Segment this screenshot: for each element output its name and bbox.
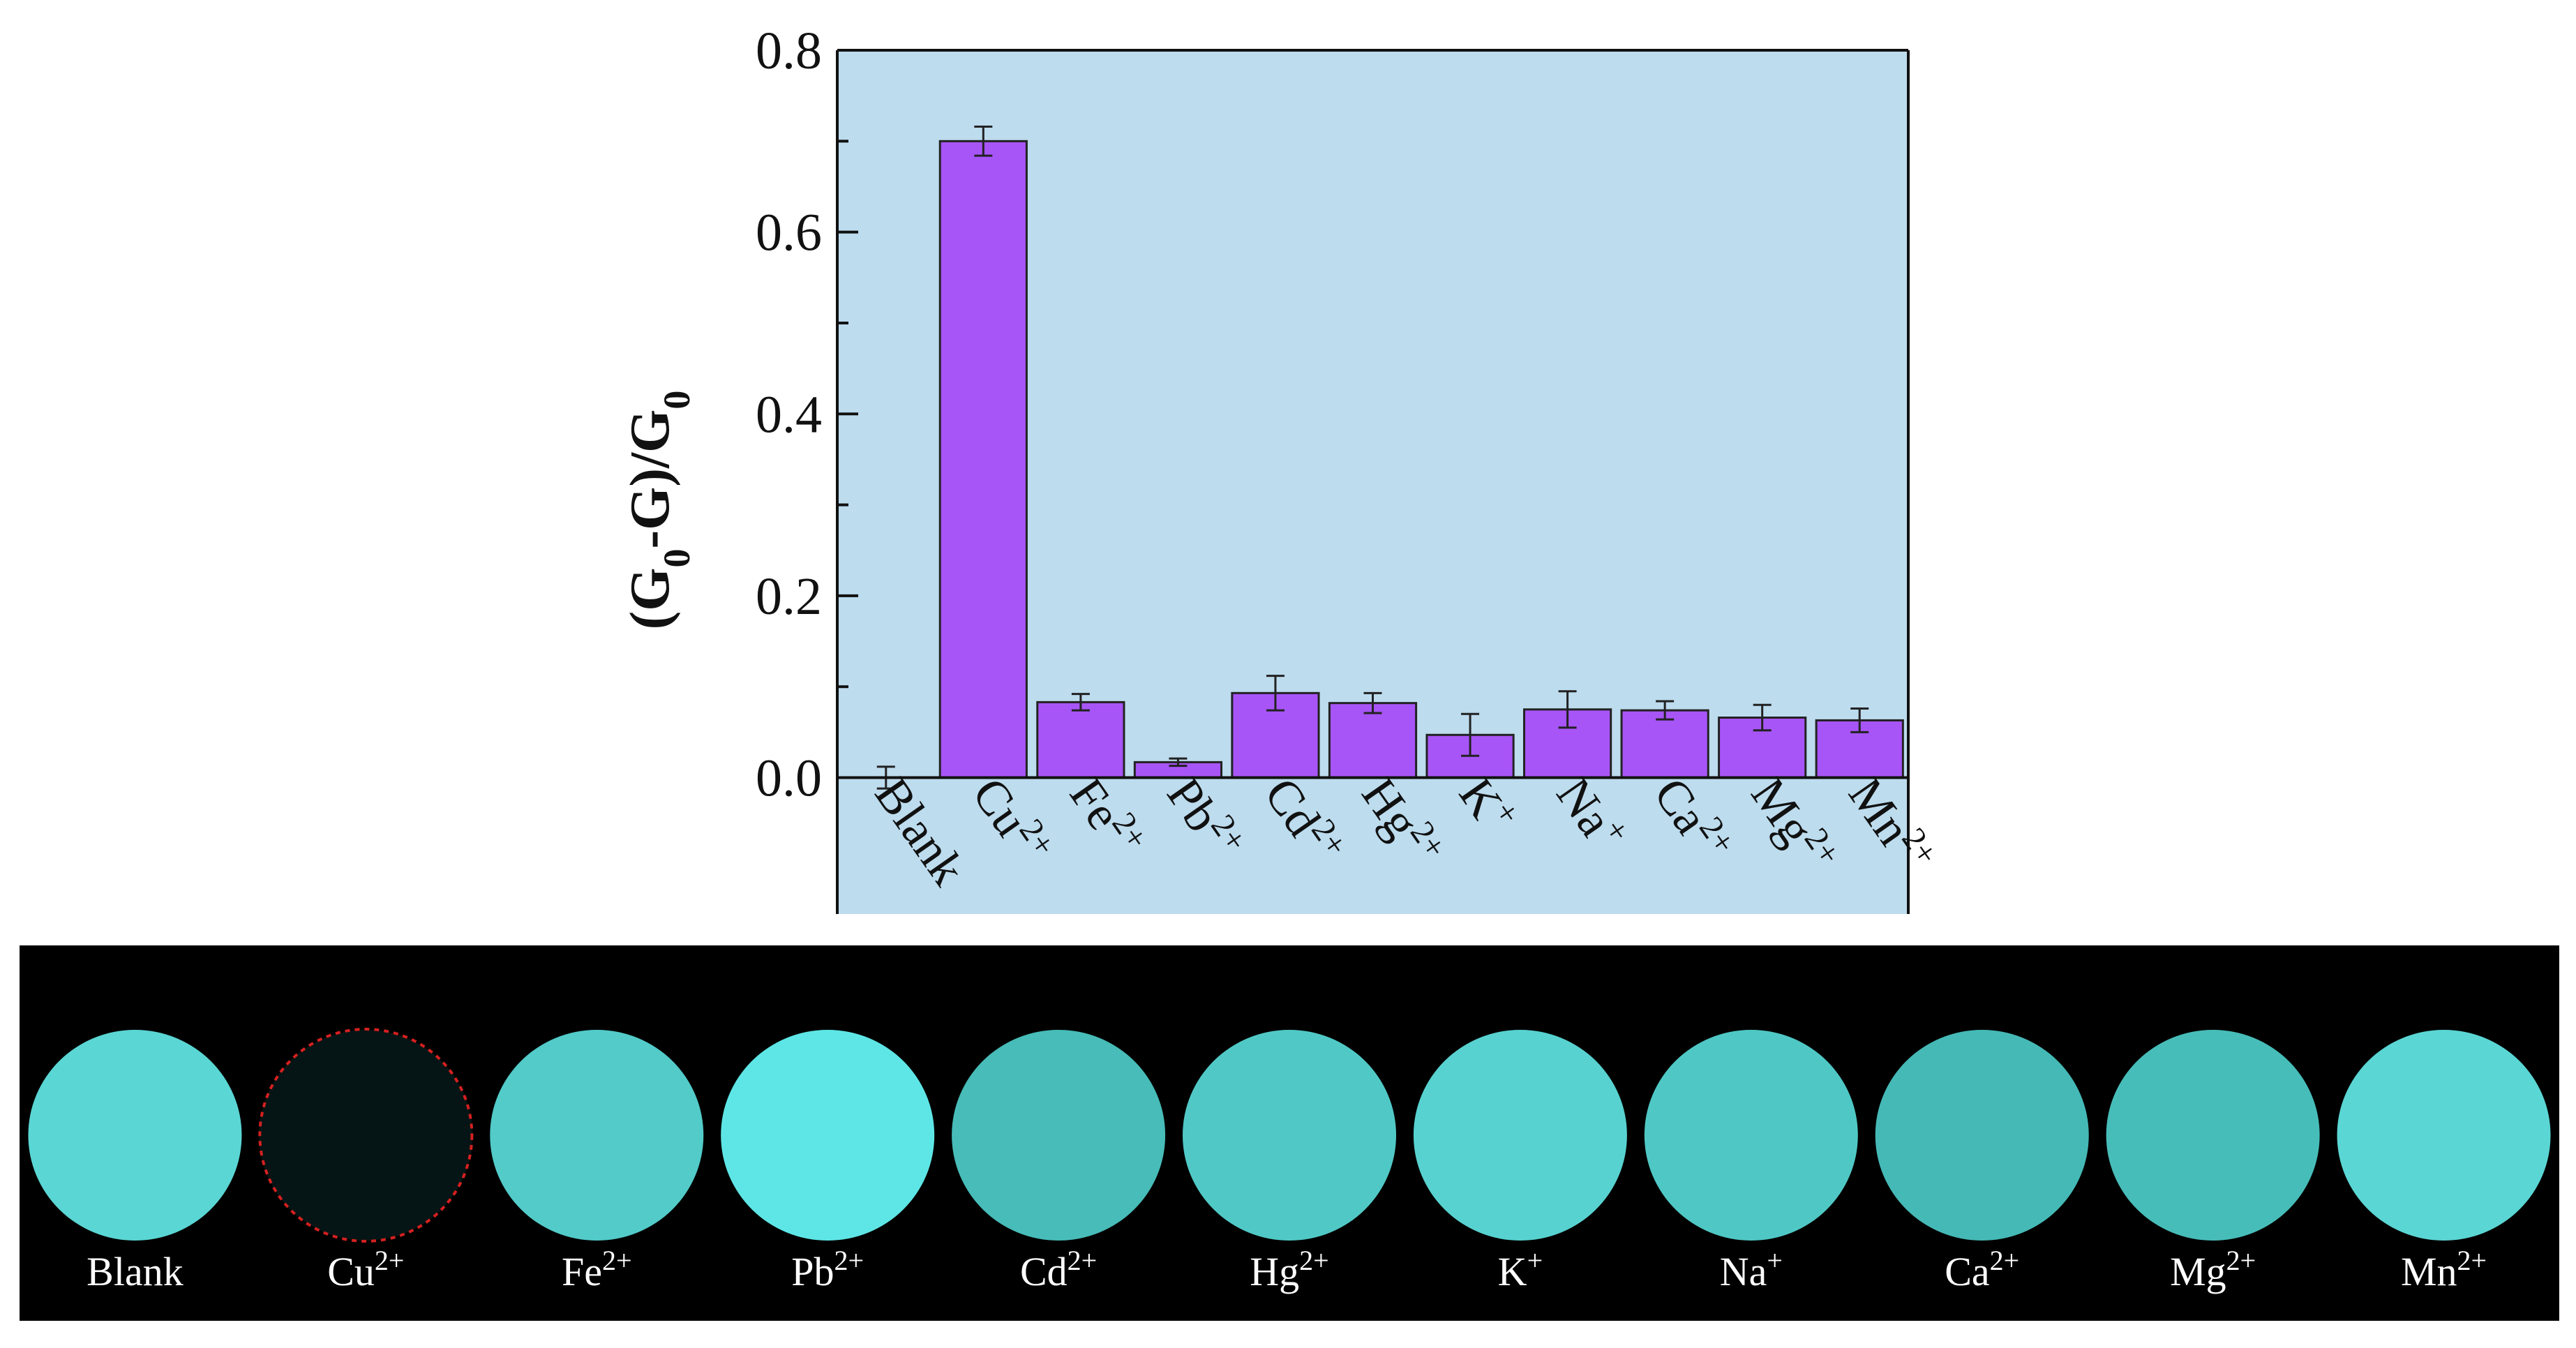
sample-label: Pb2+ xyxy=(791,1245,864,1295)
sample-disc xyxy=(952,1030,1166,1241)
highlight-circle xyxy=(258,1028,474,1243)
sample-disc xyxy=(1644,1030,1858,1241)
y-tick-label: 0.4 xyxy=(756,385,822,444)
sample-disc xyxy=(721,1030,935,1241)
y-axis-label: (G0-G)/G0 xyxy=(620,391,698,630)
sample-disc xyxy=(490,1030,704,1241)
y-tick-label: 0.2 xyxy=(756,567,822,626)
sample-disc xyxy=(2106,1030,2320,1241)
y-tick-label: 0.6 xyxy=(756,204,822,262)
y-tick-label: 0.8 xyxy=(756,22,822,80)
sample-label: Na+ xyxy=(1720,1245,1783,1295)
sample-disc xyxy=(1413,1030,1627,1241)
sample-label: Ca2+ xyxy=(1945,1245,2019,1295)
bar xyxy=(1328,702,1418,779)
sample-disc xyxy=(2337,1030,2551,1241)
sample-label: Mg2+ xyxy=(2170,1245,2256,1295)
sample-label: K+ xyxy=(1498,1245,1543,1295)
sample-disc xyxy=(28,1030,242,1241)
sample-disc xyxy=(1875,1030,2089,1241)
sample-label: Fe2+ xyxy=(562,1245,632,1295)
photo-strip: Blank Cu2+ Fe2+ Pb2+ Cd2+ Hg2+ K+ Na+ Ca2+ Mg2+ Mn… xyxy=(20,945,2559,1321)
sample-label: Mn2+ xyxy=(2401,1245,2487,1295)
bar xyxy=(938,140,1028,779)
sample-disc xyxy=(1183,1030,1396,1241)
sample-label: Cu2+ xyxy=(327,1245,404,1295)
bar xyxy=(1036,701,1125,779)
sample-label: Blank xyxy=(87,1249,184,1294)
sample-disc xyxy=(259,1030,473,1241)
sample-label: Cd2+ xyxy=(1020,1245,1097,1295)
y-tick-label: 0.0 xyxy=(756,749,822,808)
sample-label: Hg2+ xyxy=(1250,1245,1328,1295)
